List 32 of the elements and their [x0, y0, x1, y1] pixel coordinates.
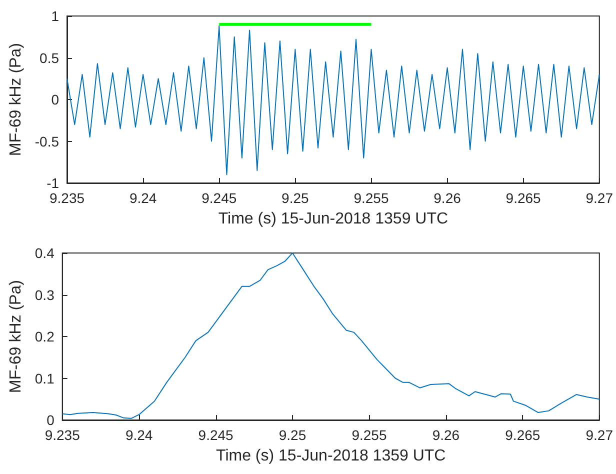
line-series	[66, 26, 600, 176]
x-tick-label: 9.235	[44, 427, 80, 443]
x-tick-label: 9.25	[278, 427, 306, 443]
y-axis-title: MF-69 kHz (Pa)	[8, 43, 24, 156]
x-axis-title: Time (s) 15-Jun-2018 1359 UTC	[218, 210, 448, 228]
y-tick-label: 0.2	[34, 328, 55, 344]
x-tick-label: 9.265	[506, 190, 542, 206]
y-axis-title: MF-69 kHz (Pa)	[8, 280, 24, 393]
y-tick-label: 0.4	[34, 245, 55, 261]
x-tick-label: 9.245	[198, 427, 234, 443]
line-series	[62, 252, 600, 419]
x-tick-label: 9.26	[432, 427, 460, 443]
y-tick-label: 1	[51, 8, 60, 24]
x-tick-label: 9.265	[505, 427, 540, 443]
x-tick-label: 9.26	[434, 190, 462, 206]
x-tick-label: 9.245	[202, 190, 237, 206]
x-tick-label: 9.24	[125, 427, 153, 443]
x-tick-label: 9.255	[352, 427, 387, 443]
x-tick-label: 9.235	[50, 190, 85, 206]
y-tick-label: -0.5	[34, 133, 60, 150]
x-tick-label: 9.27	[586, 190, 614, 206]
y-tick-label: 0.1	[34, 370, 55, 386]
x-tick-label: 9.24	[129, 190, 157, 206]
y-tick-label: 0	[46, 412, 55, 428]
x-tick-label: 9.27	[586, 427, 614, 443]
x-tick-label: 9.25	[282, 190, 310, 206]
y-tick-label: -1	[46, 175, 60, 191]
x-tick-label: 9.255	[354, 190, 389, 206]
y-tick-label: 0	[51, 92, 60, 108]
y-tick-label: 0.5	[40, 50, 60, 66]
y-tick-label: 0.3	[34, 286, 55, 303]
x-axis-title: Time (s) 15-Jun-2018 1359 UTC	[216, 448, 446, 464]
